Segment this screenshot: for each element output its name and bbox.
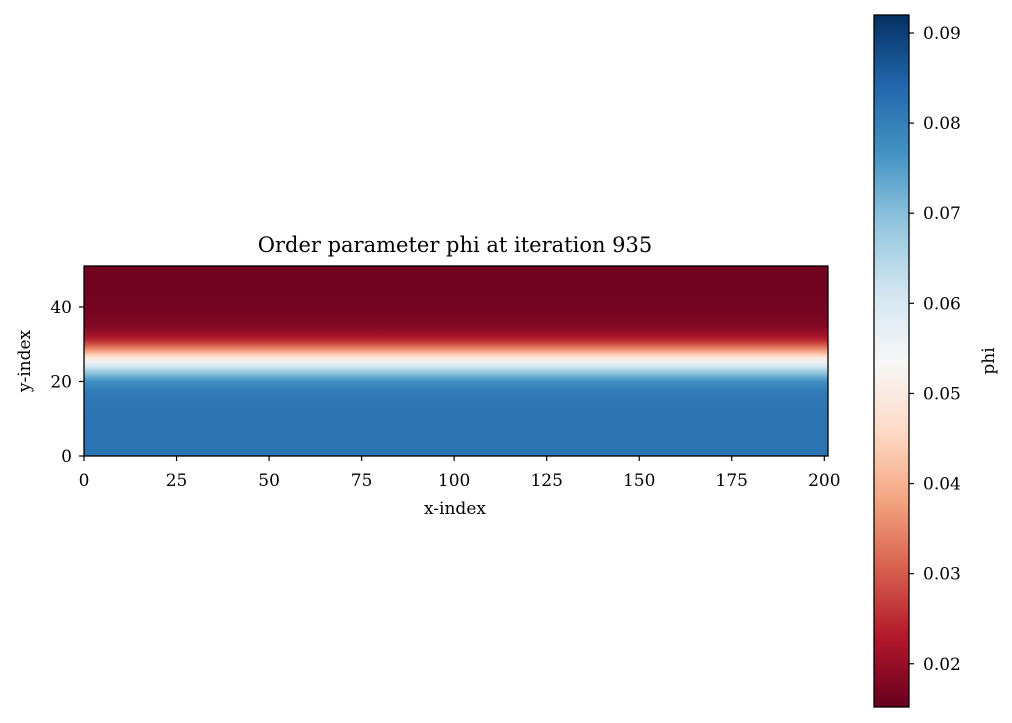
y-tick-label: 20 [50, 372, 72, 392]
x-tick-label: 75 [351, 471, 373, 491]
x-tick-label: 125 [530, 471, 562, 491]
x-tick-label: 200 [808, 471, 840, 491]
y-tick-label: 40 [50, 298, 72, 318]
x-axis-label: x-index [424, 499, 486, 519]
colorbar: 0.02 0.03 0.04 0.05 0.06 0.07 0.08 0.09 phi [873, 14, 999, 708]
y-axis-label: y-index [15, 329, 35, 393]
colorbar-tick-label: 0.07 [923, 204, 961, 224]
x-tick-label: 25 [166, 471, 188, 491]
colorbar-tick-label: 0.06 [923, 294, 961, 314]
heatmap-field [84, 266, 828, 456]
x-tick-label: 0 [79, 471, 90, 491]
colorbar-tick-label: 0.05 [923, 384, 961, 404]
x-tick-label: 150 [623, 471, 655, 491]
plot-frame [83, 265, 829, 457]
colorbar-tick-label: 0.04 [923, 475, 961, 495]
y-axis-ticks: 0 20 40 [50, 298, 84, 467]
colorbar-tick-label: 0.03 [923, 565, 961, 585]
chart-title: Order parameter phi at iteration 935 [258, 233, 653, 257]
colorbar-ticks: 0.02 0.03 0.04 0.05 0.06 0.07 0.08 0.09 [909, 24, 961, 675]
plot-area [83, 265, 829, 457]
x-axis-ticks: 0 25 50 75 100 125 150 175 200 [79, 456, 841, 491]
colorbar-tick-label: 0.09 [923, 24, 961, 44]
x-tick-label: 175 [716, 471, 748, 491]
colorbar-tick-label: 0.08 [923, 114, 961, 134]
x-tick-label: 100 [438, 471, 470, 491]
colorbar-label: phi [979, 347, 999, 375]
x-tick-label: 50 [258, 471, 280, 491]
colorbar-tick-label: 0.02 [923, 655, 961, 675]
y-tick-label: 0 [61, 447, 72, 467]
colorbar-frame [873, 14, 910, 708]
colorbar-fill [874, 15, 909, 707]
